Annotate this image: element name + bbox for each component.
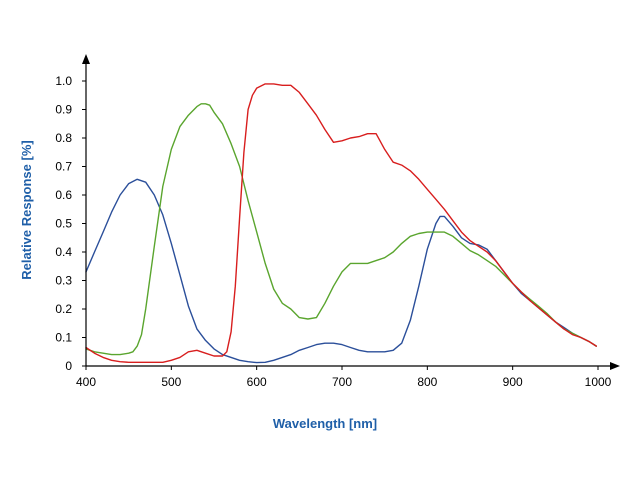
x-tick-label: 1000 — [585, 375, 612, 389]
x-tick-label: 400 — [76, 375, 96, 389]
x-tick-label: 700 — [332, 375, 352, 389]
axes-layer — [82, 54, 620, 370]
x-tick-label: 500 — [161, 375, 181, 389]
y-tick-label: 0.9 — [55, 103, 72, 117]
series-layer — [85, 83, 597, 364]
x-axis-arrow-icon — [610, 362, 620, 370]
y-tick-label: 0.3 — [55, 274, 72, 288]
y-tick-label: 0.2 — [55, 302, 72, 316]
y-tick-label: 1.0 — [55, 74, 72, 88]
y-tick-label: 0.4 — [55, 245, 72, 259]
y-tick-label: 0.6 — [55, 188, 72, 202]
series-line-2 — [85, 103, 597, 356]
x-tick-label: 600 — [247, 375, 267, 389]
y-tick-label: 0.8 — [55, 131, 72, 145]
x-tick-label: 900 — [503, 375, 523, 389]
x-axis-title: Wavelength [nm] — [273, 416, 377, 431]
series-line-1 — [85, 178, 597, 364]
ticks-layer: 400 500 600 700 800 900 1000 0 0.1 0.2 0.3 0.4 0.5 0.… — [55, 74, 611, 389]
y-tick-label: 0.5 — [55, 217, 72, 231]
y-tick-label: 0 — [65, 359, 72, 373]
series-line-3 — [85, 83, 597, 363]
y-axis-title: Relative Response [%] — [19, 140, 34, 279]
y-axis-arrow-icon — [82, 54, 90, 64]
x-tick-label: 800 — [417, 375, 437, 389]
y-tick-label: 0.1 — [55, 331, 72, 345]
y-tick-label: 0.7 — [55, 160, 72, 174]
